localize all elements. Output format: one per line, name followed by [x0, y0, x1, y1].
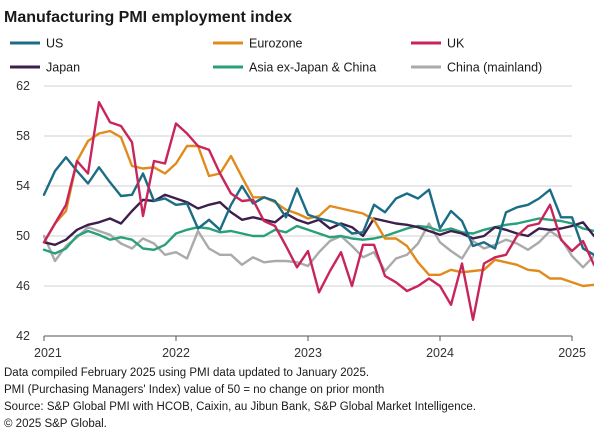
y-tick-label: 54: [16, 179, 30, 193]
y-tick-label: 50: [16, 229, 30, 243]
y-tick-label: 46: [16, 279, 30, 293]
legend-item: US: [10, 37, 63, 51]
legend-item: Eurozone: [213, 37, 303, 51]
series-line-asia-ex-japan-china: [42, 217, 594, 255]
grid: [44, 85, 572, 337]
y-axis-ticks: 42 46 50 54 58 62: [16, 79, 30, 343]
legend-item: China (mainland): [411, 61, 542, 75]
y-tick-label: 42: [16, 329, 30, 343]
y-tick-label: 58: [16, 129, 30, 143]
legend-label: Asia ex-Japan & China: [249, 61, 376, 75]
legend-item: UK: [411, 37, 465, 51]
legend: US Eurozone UK Japan Asia ex-Japan & China Ch…: [10, 37, 542, 75]
footnotes: Data compiled February 2025 using PMI da…: [4, 367, 476, 430]
y-tick-label: 62: [16, 79, 30, 93]
x-axis-ticks: 2021 2022 2023 2024 2025: [34, 336, 586, 360]
series-line-us: [42, 156, 594, 257]
x-tick-label: 2023: [294, 346, 322, 360]
legend-item: Asia ex-Japan & China: [213, 61, 376, 75]
x-tick-label: 2025: [558, 346, 586, 360]
x-tick-label: 2024: [426, 346, 454, 360]
series-line-eurozone: [42, 129, 594, 288]
footnote-compiled: Data compiled February 2025 using PMI da…: [4, 367, 369, 379]
legend-label: China (mainland): [447, 61, 542, 75]
legend-label: UK: [447, 37, 465, 51]
legend-label: Japan: [46, 61, 80, 75]
x-tick-label: 2021: [34, 346, 62, 360]
legend-item: Japan: [10, 61, 80, 75]
chart-title: Manufacturing PMI employment index: [4, 9, 292, 26]
x-tick-label: 2022: [162, 346, 190, 360]
footnote-definition: PMI (Purchasing Managers' Index) value o…: [4, 384, 384, 396]
series-line-uk: [42, 100, 594, 321]
series-line-china-mainland: [42, 222, 594, 273]
legend-label: US: [46, 37, 63, 51]
footnote-copyright: © 2025 S&P Global.: [4, 418, 107, 430]
legend-label: Eurozone: [249, 37, 303, 51]
footnote-source: Source: S&P Global PMI with HCOB, Caixin…: [4, 401, 476, 413]
series-lines: [42, 100, 594, 321]
